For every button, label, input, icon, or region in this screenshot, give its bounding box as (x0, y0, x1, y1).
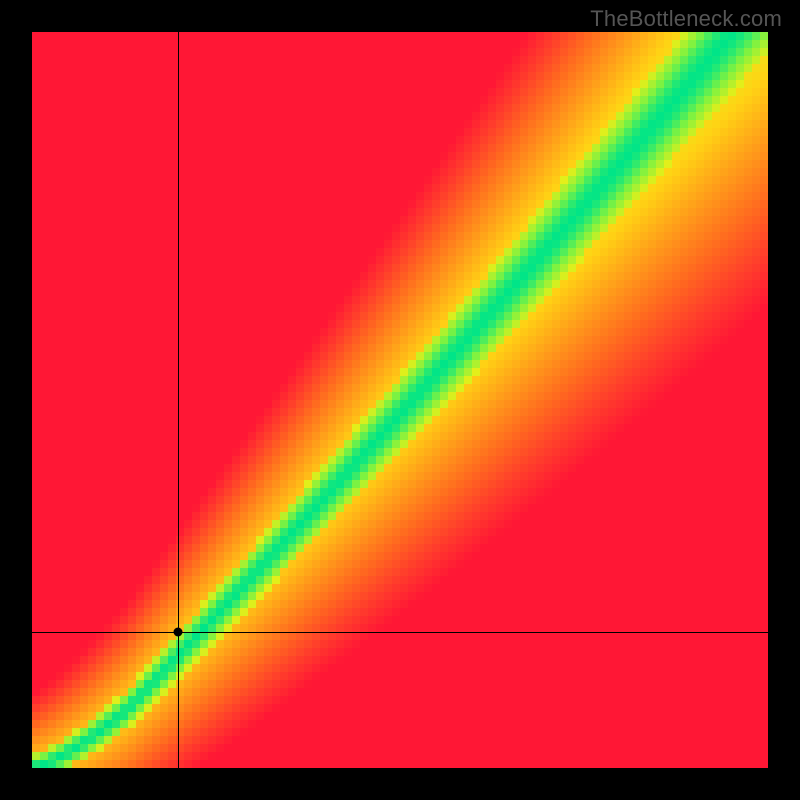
crosshair-point (173, 627, 182, 636)
crosshair-horizontal (32, 632, 768, 633)
plot-area (32, 32, 768, 768)
watermark-text: TheBottleneck.com (590, 6, 782, 32)
crosshair-vertical (178, 32, 179, 768)
heatmap-canvas (32, 32, 768, 768)
chart-container: TheBottleneck.com (0, 0, 800, 800)
